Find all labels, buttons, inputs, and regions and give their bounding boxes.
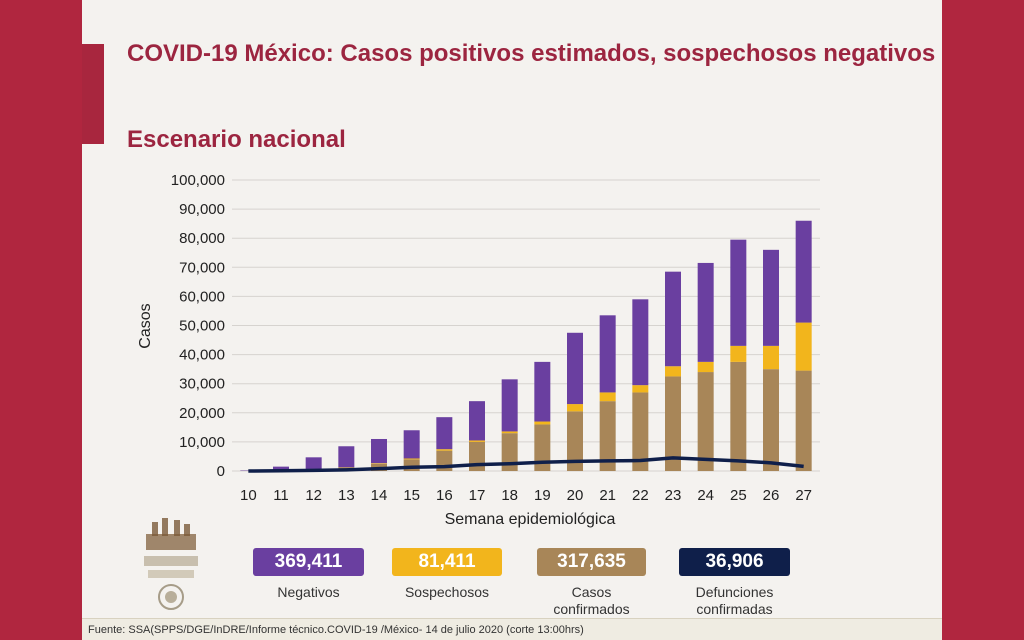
bar-casos-confirmados-20 <box>567 411 583 471</box>
x-tick-labels: 10 11 12 13 14 15 16 17 18 19 20 21 22 23 24 25 26 27 <box>240 487 812 504</box>
bar-negativos-16 <box>436 417 453 450</box>
bar-sospechosos-24 <box>697 361 714 373</box>
x-tick-label: 16 <box>436 487 453 504</box>
x-tick-label: 12 <box>305 487 322 504</box>
y-tick-label: 10,000 <box>179 434 225 451</box>
y-tick-label: 40,000 <box>179 347 225 364</box>
x-tick-label: 18 <box>501 487 518 504</box>
x-tick-label: 26 <box>763 487 780 504</box>
bar-negativos-21 <box>599 315 616 393</box>
bar-negativos-15 <box>403 430 420 459</box>
bar-sospechosos-15 <box>403 458 420 460</box>
bar-negativos-26 <box>763 249 779 346</box>
bar-negativos-27 <box>795 220 812 323</box>
slide: COVID-19 México: Casos positivos estimad… <box>82 0 942 640</box>
bar-sospechosos-14 <box>371 463 387 464</box>
x-tick-label: 24 <box>697 487 714 504</box>
x-axis-label: Semana epidemiológica <box>445 511 616 528</box>
x-tick-label: 19 <box>534 487 551 504</box>
government-logo-icon <box>144 518 198 610</box>
bar-casos-confirmados-19 <box>534 424 551 471</box>
gridlines <box>232 179 820 472</box>
label-negativos: Negativos <box>277 584 340 600</box>
bar-negativos-20 <box>567 332 583 405</box>
bar-casos-confirmados-25 <box>730 361 747 471</box>
bar-casos-confirmados-27 <box>795 370 812 471</box>
x-tick-label: 22 <box>632 487 649 504</box>
x-tick-label: 25 <box>730 487 747 504</box>
bar-negativos-18 <box>501 379 518 432</box>
x-tick-label: 10 <box>240 487 257 504</box>
bar-negativos-12 <box>305 457 322 469</box>
bar-negativos-14 <box>371 438 387 464</box>
accent-bar <box>82 44 104 144</box>
bar-sospechosos-16 <box>436 449 453 451</box>
badge-sospechosos: 81,411 <box>392 548 502 576</box>
bar-casos-confirmados-15 <box>403 459 420 471</box>
y-tick-label: 60,000 <box>179 288 225 305</box>
bar-negativos-25 <box>730 239 747 346</box>
bar-sospechosos-22 <box>632 385 649 393</box>
page-title: COVID-19 México: Casos positivos estimad… <box>127 40 936 67</box>
bar-sospechosos-25 <box>730 345 747 362</box>
source-footer: Fuente: SSA(SPPS/DGE/InDRE/Informe técni… <box>82 618 942 640</box>
badge-casos-confirmados: 317,635 <box>537 548 646 576</box>
label-sospechosos: Sospechosos <box>404 584 490 600</box>
y-tick-label: 80,000 <box>179 230 225 247</box>
bar-negativos-19 <box>534 361 551 422</box>
x-tick-label: 20 <box>567 487 584 504</box>
bar-sospechosos-27 <box>795 322 812 371</box>
badge-defunciones: 36,906 <box>679 548 790 576</box>
bar-casos-confirmados-21 <box>599 401 616 471</box>
y-tick-label: 0 <box>217 463 225 480</box>
x-tick-label: 17 <box>469 487 486 504</box>
x-tick-label: 14 <box>371 487 388 504</box>
y-tick-label: 90,000 <box>179 201 225 218</box>
bar-sospechosos-26 <box>763 345 779 370</box>
bar-casos-confirmados-18 <box>501 433 518 471</box>
x-tick-label: 15 <box>403 487 420 504</box>
bar-casos-confirmados-24 <box>697 372 714 471</box>
bar-casos-confirmados-26 <box>763 369 779 471</box>
label-casos-confirmados: Casos confirmados <box>553 584 630 617</box>
y-tick-label: 20,000 <box>179 405 225 422</box>
y-axis-label: Casos <box>137 303 154 348</box>
bar-casos-confirmados-22 <box>632 392 649 471</box>
bar-negativos-11 <box>273 466 289 471</box>
bar-sospechosos-20 <box>567 404 583 412</box>
bar-negativos-17 <box>469 401 485 441</box>
y-tick-label: 100,000 <box>171 172 225 189</box>
bar-chart: 0 10,000 20,000 30,000 40,000 50,000 60,000 70,… <box>137 172 820 528</box>
bar-negativos-22 <box>632 299 649 386</box>
defunciones-line <box>248 456 804 473</box>
bar-casos-confirmados-23 <box>665 376 681 471</box>
y-tick-labels: 0 10,000 20,000 30,000 40,000 50,000 60,000 70,… <box>171 172 225 480</box>
badge-negativos: 369,411 <box>253 548 364 576</box>
bar-sospechosos-19 <box>534 421 551 425</box>
bar-negativos-23 <box>665 271 681 367</box>
bar-negativos-13 <box>338 446 355 468</box>
x-tick-label: 21 <box>599 487 616 504</box>
x-tick-label: 23 <box>665 487 682 504</box>
y-tick-label: 70,000 <box>179 259 225 276</box>
x-tick-label: 27 <box>795 487 812 504</box>
label-defunciones: Defunciones confirmadas <box>695 584 774 617</box>
bar-series <box>240 220 812 471</box>
page-subtitle: Escenario nacional <box>127 126 346 153</box>
y-tick-label: 50,000 <box>179 318 225 335</box>
bar-sospechosos-18 <box>501 431 518 434</box>
y-tick-label: 30,000 <box>179 376 225 393</box>
x-tick-label: 11 <box>273 487 289 504</box>
bar-sospechosos-17 <box>469 440 485 442</box>
bar-sospechosos-21 <box>599 392 616 402</box>
x-tick-label: 13 <box>338 487 355 504</box>
bar-sospechosos-23 <box>665 366 681 377</box>
bar-negativos-24 <box>697 262 714 362</box>
